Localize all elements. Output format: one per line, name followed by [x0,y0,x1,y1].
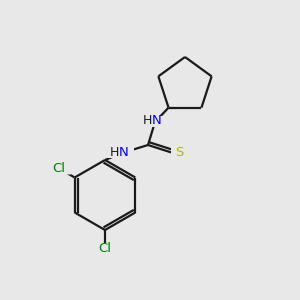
Text: S: S [175,146,183,160]
FancyBboxPatch shape [141,116,169,127]
Text: H: H [142,115,152,128]
FancyBboxPatch shape [93,243,117,255]
Text: H: H [109,146,119,158]
FancyBboxPatch shape [171,147,186,159]
Text: N: N [152,115,162,128]
Text: N: N [119,146,129,158]
FancyBboxPatch shape [104,147,134,158]
Text: Cl: Cl [98,242,112,254]
Text: Cl: Cl [52,162,66,175]
FancyBboxPatch shape [47,163,71,175]
